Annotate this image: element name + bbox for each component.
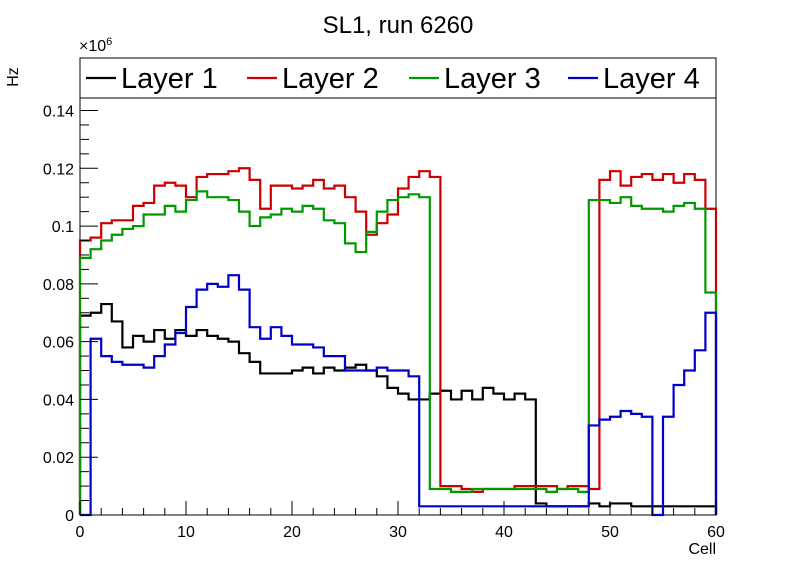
series-layer xyxy=(78,167,718,517)
y-tick-label: 0.14 xyxy=(43,104,74,121)
x-tick-label: 10 xyxy=(177,524,195,541)
series-line-2 xyxy=(78,167,718,515)
y-tick-label: 0.02 xyxy=(43,450,74,467)
legend-label-3: Layer 3 xyxy=(444,63,541,95)
y-tick-label: 0 xyxy=(65,508,74,525)
legend-item-4: Layer 4 xyxy=(568,63,700,95)
x-tick-label: 30 xyxy=(389,524,407,541)
y-tick-label: 0.06 xyxy=(43,335,74,352)
y-tick-label: 0.08 xyxy=(43,277,74,294)
x-axis-label: Cell xyxy=(688,541,716,558)
y-exponent-label: ×106 xyxy=(79,36,112,55)
y-tick-label: 0.1 xyxy=(52,219,74,236)
x-tick-label: 50 xyxy=(601,524,619,541)
x-tick-label: 60 xyxy=(707,524,725,541)
x-tick-label: 20 xyxy=(283,524,301,541)
legend-box xyxy=(79,57,717,99)
plot-area xyxy=(79,57,717,516)
series-2 xyxy=(78,167,718,515)
legend-label-1: Layer 1 xyxy=(121,63,218,95)
x-tick-label: 40 xyxy=(495,524,513,541)
series-line-4 xyxy=(80,274,718,517)
series-3 xyxy=(78,190,718,515)
y-axis-label: Hz xyxy=(5,67,22,87)
x-tick-label: 0 xyxy=(76,524,85,541)
legend-label-4: Layer 4 xyxy=(603,63,700,95)
legend-item-3: Layer 3 xyxy=(409,63,541,95)
legend-label-2: Layer 2 xyxy=(282,63,379,95)
axes: 0 10 20 30 40 50 60 0 0.02 0.04 0.06 0.08 0.1 0.12 0.1… xyxy=(43,95,725,541)
series-4 xyxy=(80,274,718,517)
series-line-3 xyxy=(78,190,718,515)
y-tick-label: 0.04 xyxy=(43,392,74,409)
y-tick-label: 0.12 xyxy=(43,161,74,178)
legend: Layer 1 Layer 2 Layer 3 Layer 4 xyxy=(79,57,717,99)
legend-item-1: Layer 1 xyxy=(86,63,218,95)
chart-title: SL1, run 6260 xyxy=(323,12,474,39)
plot-frame xyxy=(79,57,717,516)
legend-item-2: Layer 2 xyxy=(247,63,379,95)
